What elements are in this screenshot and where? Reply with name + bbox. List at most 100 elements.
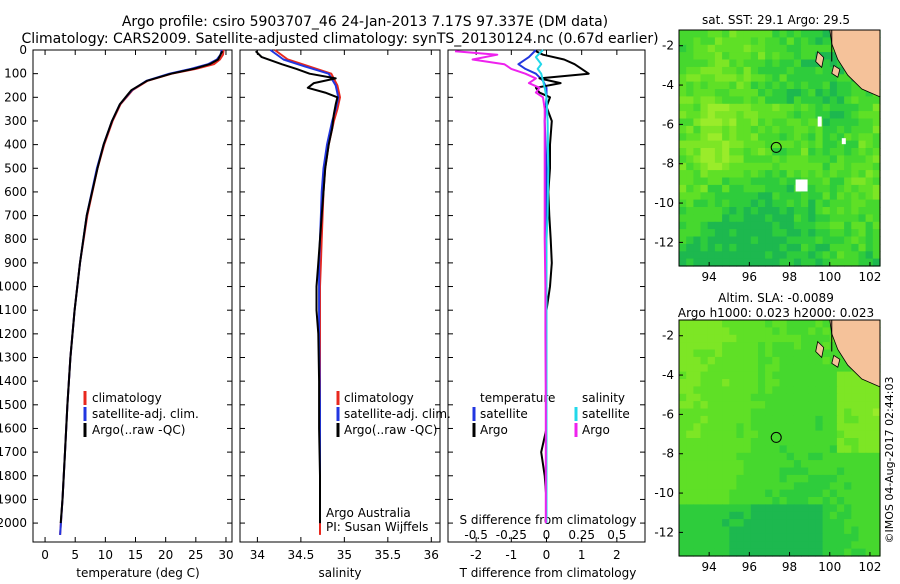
map-sla-ytick-label: -8: [662, 447, 674, 461]
temperature-ytick-label: 200: [4, 90, 27, 104]
salinity-xtick-label: 35: [337, 548, 352, 562]
temperature-ytick-label: 1400: [0, 374, 27, 388]
map-sla-xtick-label: 102: [858, 560, 881, 574]
temperature-ytick-label: 2000: [0, 516, 27, 530]
map-sst-ytick-label: -10: [654, 196, 674, 210]
salinity-legend-argo: Argo(..raw -QC): [344, 423, 437, 437]
temperature-xlabel: temperature (deg C): [76, 566, 199, 580]
sla-map: Altim. SLA: -0.0089 Argo h1000: 0.023 h2…: [654, 291, 881, 574]
temperature-ytick-label: 300: [4, 114, 27, 128]
map-sst-xtick-label: 94: [702, 270, 717, 284]
difference-legend-sal-sat: satellite: [582, 407, 630, 421]
map-sst-ytick-label: -4: [662, 78, 674, 92]
salinity-xtick-label: 36: [424, 548, 439, 562]
temperature-xtick-label: 25: [188, 548, 203, 562]
difference-xtick2-label: -0.25: [496, 528, 527, 542]
salinity-xtick-label: 34: [250, 548, 265, 562]
map-sla-xtick-label: 96: [742, 560, 757, 574]
map-sst-island-2: [831, 64, 841, 78]
salinity-series-0: [274, 49, 341, 535]
salinity-series-2: [254, 50, 339, 524]
difference-xtick2-label: 0.5: [607, 528, 626, 542]
temperature-ytick-label: 400: [4, 138, 27, 152]
map-sla-ytick-label: -6: [662, 407, 674, 421]
header-line-1: Argo profile: csiro 5903707_46 24-Jan-20…: [122, 14, 608, 30]
temperature-ytick-label: 1900: [0, 492, 27, 506]
temperature-ytick-label: 700: [4, 209, 27, 223]
temperature-xtick-label: 15: [128, 548, 143, 562]
difference-legend-temp-heading: temperature: [480, 391, 555, 405]
difference-xtick2-label: -0.5: [464, 528, 487, 542]
map-sla-ytick-label: -2: [662, 329, 674, 343]
difference-series-0: [517, 49, 548, 524]
salinity-note-org: Argo Australia: [326, 506, 411, 520]
temperature-ytick-label: 900: [4, 256, 27, 270]
temperature-xtick-label: 20: [158, 548, 173, 562]
temperature-ytick-label: 1000: [0, 280, 27, 294]
difference-xlabel2: S difference from climatology: [460, 513, 637, 527]
difference-xtick2-label: 0: [543, 528, 551, 542]
temperature-series-2: [59, 50, 224, 524]
temperature-xtick-label: 5: [71, 548, 79, 562]
map-sst-xtick-label: 102: [858, 270, 881, 284]
map-sst-missing-data-2: [795, 179, 808, 192]
temperature-ytick-label: 600: [4, 185, 27, 199]
temperature-ytick-label: 1700: [0, 445, 27, 459]
map-sst-ytick-label: -12: [654, 235, 674, 249]
map-sla-ytick-label: -12: [654, 525, 674, 539]
map-sla-cells: [679, 320, 881, 557]
temperature-ytick-label: 1800: [0, 469, 27, 483]
map-sst-missing-data-3: [841, 138, 846, 145]
map-sst-xtick-label: 100: [818, 270, 841, 284]
difference-xtick-label: -1: [505, 548, 517, 562]
map-sla-island-2: [831, 354, 841, 368]
salinity-legend: climatology satellite-adj. clim. Argo(..…: [336, 391, 451, 437]
map-sla-xtick-label: 98: [782, 560, 797, 574]
difference-xtick-label: 0: [543, 548, 551, 562]
map-sst-island: [815, 50, 825, 69]
difference-xlabel: T difference from climatology: [459, 566, 637, 580]
temperature-ytick-label: 500: [4, 161, 27, 175]
difference-legend-temp-sat: satellite: [480, 407, 528, 421]
map-sla-argo-marker: [770, 431, 782, 443]
difference-series-2: [534, 49, 550, 524]
salinity-panel: salinity climatology satellite-adj. clim…: [239, 49, 451, 580]
temperature-xtick-label: 0: [41, 548, 49, 562]
sla-map-title: Altim. SLA: -0.0089: [718, 291, 834, 305]
temperature-ytick-label: 800: [4, 232, 27, 246]
temperature-xtick-label: 10: [98, 548, 113, 562]
temperature-ytick-label: 0: [19, 43, 27, 57]
salinity-xtick-label: 35.5: [374, 548, 401, 562]
map-sst-ytick-label: -8: [662, 157, 674, 171]
map-sst-frame: [678, 29, 881, 267]
map-sla-ytick-label: -4: [662, 368, 674, 382]
salinity-frame: [239, 49, 441, 543]
temperature-series-1: [59, 49, 223, 535]
sla-map-subtitle: Argo h1000: 0.023 h2000: 0.023: [678, 306, 874, 320]
temperature-series-0: [59, 49, 225, 535]
temperature-ytick-label: 1100: [0, 303, 27, 317]
sst-map-title: sat. SST: 29.1 Argo: 29.5: [702, 13, 850, 27]
difference-panel: T difference from climatology S differen…: [447, 49, 646, 580]
temperature-legend: climatology satellite-adj. clim. Argo(..…: [83, 391, 199, 437]
map-sla-frame: [678, 319, 881, 557]
temperature-ytick-label: 1200: [0, 327, 27, 341]
temperature-ytick-label: 1600: [0, 421, 27, 435]
map-sla-ytick-label: -10: [654, 486, 674, 500]
salinity-xtick-label: 34.5: [288, 548, 315, 562]
temperature-ytick-label: 1500: [0, 398, 27, 412]
sst-map: sat. SST: 29.1 Argo: 29.5 94 96 98 100 102 -2…: [654, 13, 881, 284]
map-sst-ytick-label: -2: [662, 39, 674, 53]
difference-legend-sal-heading: salinity: [582, 391, 625, 405]
map-sla-island: [815, 340, 825, 359]
temperature-legend-climatology: climatology: [92, 391, 162, 405]
map-sst-xtick-label: 96: [742, 270, 757, 284]
imos-credit: ©IMOS 04-Aug-2017 02:44:03: [883, 377, 896, 544]
difference-xtick-label: 1: [578, 548, 586, 562]
temperature-legend-satellite: satellite-adj. clim.: [92, 407, 199, 421]
difference-xtick-label: 2: [613, 548, 621, 562]
map-sst-ytick-label: -6: [662, 117, 674, 131]
difference-legend-temp-argo: Argo: [480, 423, 508, 437]
map-sst-argo-marker: [770, 141, 782, 153]
